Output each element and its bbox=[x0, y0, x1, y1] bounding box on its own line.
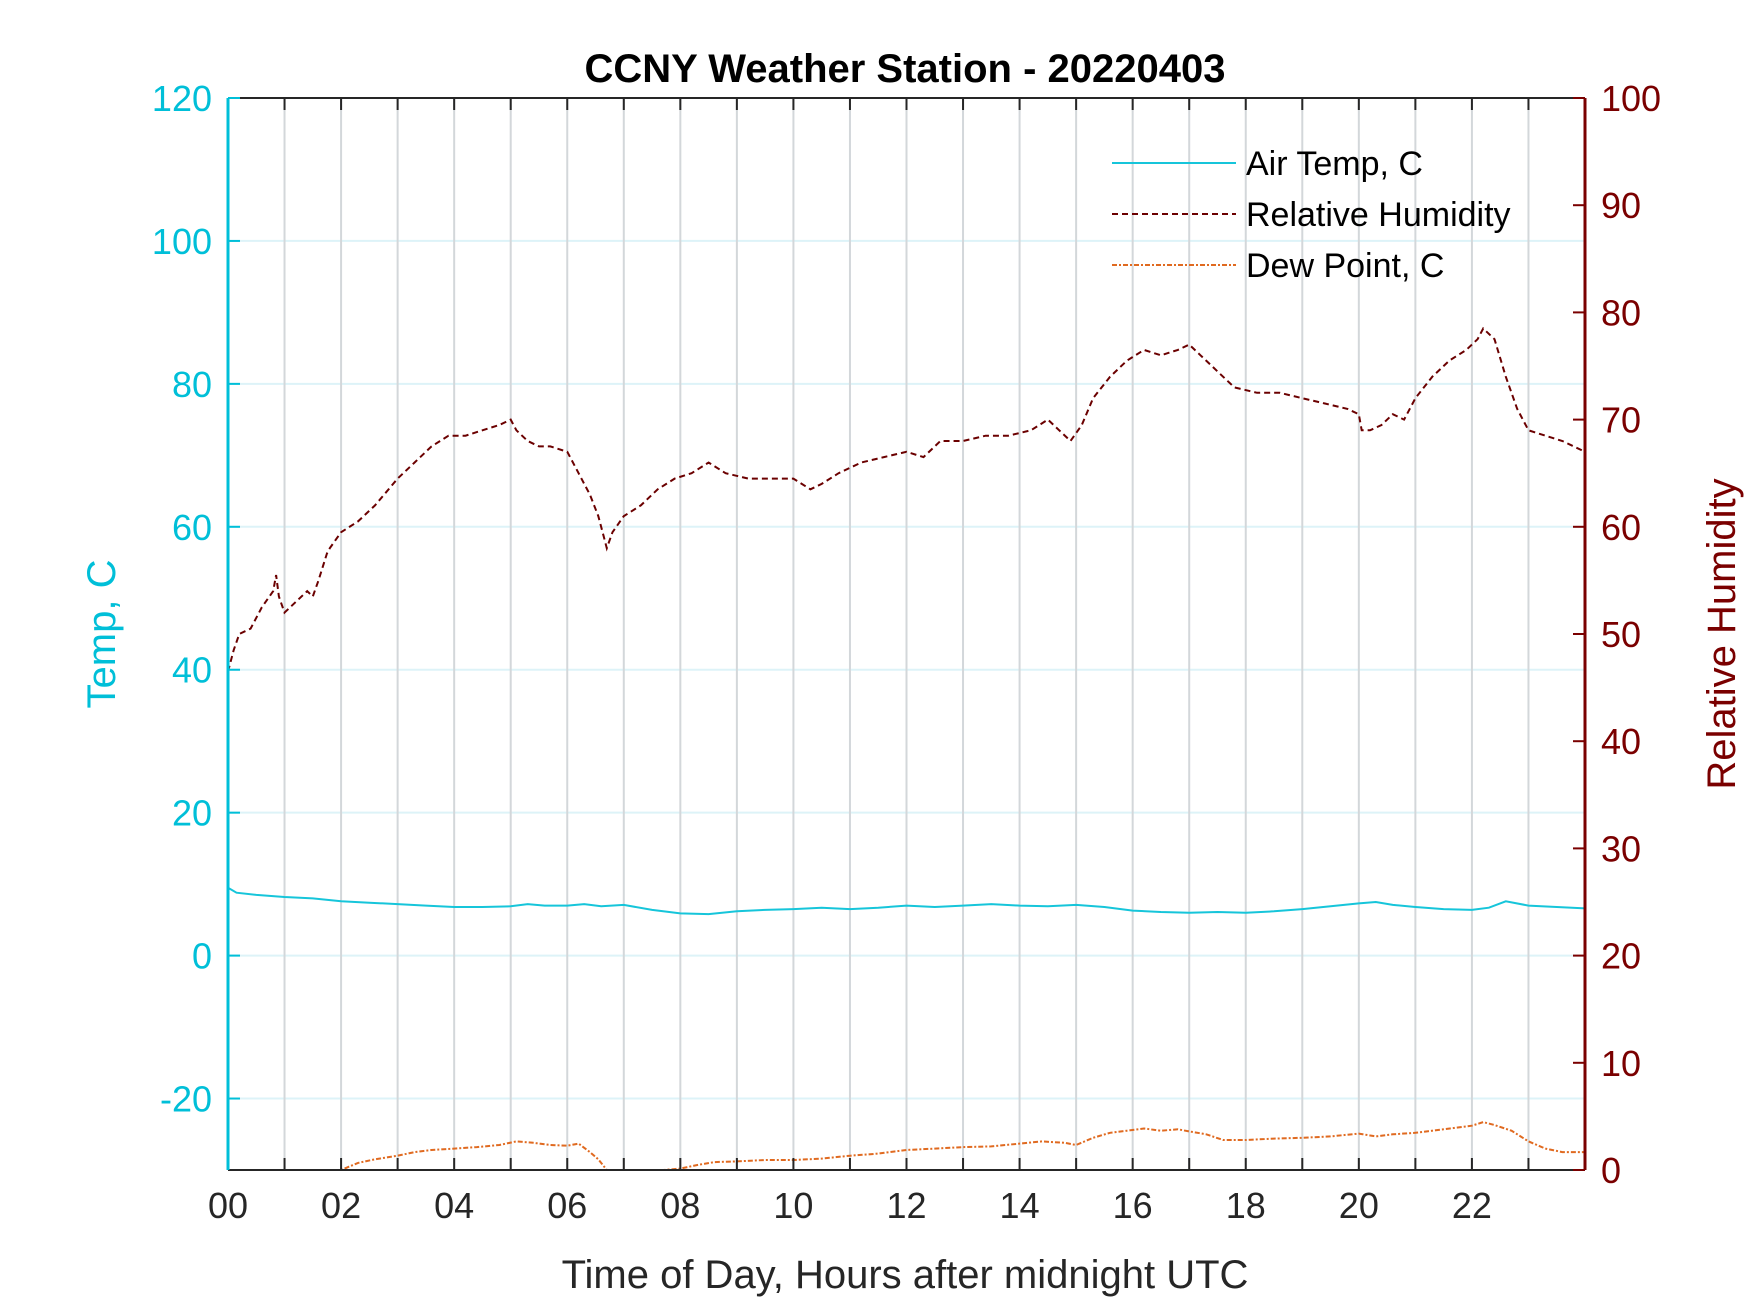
legend-label: Air Temp, C bbox=[1246, 145, 1423, 183]
series-line-dew-point-c bbox=[336, 1121, 1585, 1170]
x-tick-label: 18 bbox=[1226, 1185, 1266, 1226]
x-tick-label: 00 bbox=[208, 1185, 248, 1226]
y-right-tick-label: 70 bbox=[1601, 400, 1641, 441]
y-left-tick-label: 100 bbox=[152, 221, 212, 262]
y-left-tick-label: 0 bbox=[192, 936, 212, 977]
x-tick-label: 22 bbox=[1452, 1185, 1492, 1226]
y-right-tick-label: 0 bbox=[1601, 1150, 1621, 1191]
y-axis-right-label: Relative Humidity bbox=[1700, 478, 1744, 789]
x-tick-label: 12 bbox=[886, 1185, 926, 1226]
legend: Air Temp, C Relative Humidity Dew Point, C bbox=[1112, 145, 1511, 285]
y-right-tick-label: 10 bbox=[1601, 1043, 1641, 1084]
y-left-tick-label: -20 bbox=[160, 1079, 212, 1120]
y-right-tick-label: 30 bbox=[1601, 828, 1641, 869]
y-right-tick-label: 60 bbox=[1601, 507, 1641, 548]
x-tick-label: 10 bbox=[773, 1185, 813, 1226]
chart-title: CCNY Weather Station - 20220403 bbox=[585, 47, 1226, 91]
y-right-tick-label: 50 bbox=[1601, 614, 1641, 655]
axes: 00 02 04 06 08 10 12 14 16 18 20 22-200204060801001… bbox=[152, 78, 1661, 1226]
x-tick-label: 08 bbox=[660, 1185, 700, 1226]
x-tick-label: 02 bbox=[321, 1185, 361, 1226]
x-axis-label: Time of Day, Hours after midnight UTC bbox=[562, 1253, 1249, 1297]
legend-label: Relative Humidity bbox=[1246, 196, 1511, 234]
series-line-air-temp-c bbox=[228, 886, 1585, 916]
y-right-tick-label: 40 bbox=[1601, 721, 1641, 762]
y-left-tick-label: 60 bbox=[172, 507, 212, 548]
plot-series bbox=[228, 326, 1585, 1170]
x-tick-label: 04 bbox=[434, 1185, 474, 1226]
x-tick-label: 14 bbox=[1000, 1185, 1040, 1226]
x-tick-label: 20 bbox=[1339, 1185, 1379, 1226]
y-left-tick-label: 80 bbox=[172, 364, 212, 405]
y-right-tick-label: 100 bbox=[1601, 78, 1661, 119]
y-axis-left-label: Temp, C bbox=[80, 560, 124, 709]
legend-label: Dew Point, C bbox=[1246, 247, 1444, 285]
y-right-tick-label: 20 bbox=[1601, 936, 1641, 977]
series-line-relative-humidity bbox=[228, 326, 1585, 672]
y-left-tick-label: 20 bbox=[172, 793, 212, 834]
x-tick-label: 16 bbox=[1113, 1185, 1153, 1226]
x-tick-label: 06 bbox=[547, 1185, 587, 1226]
y-left-tick-label: 120 bbox=[152, 78, 212, 119]
y-right-tick-label: 80 bbox=[1601, 292, 1641, 333]
y-left-tick-label: 40 bbox=[172, 650, 212, 691]
grid-lines bbox=[228, 97, 1585, 1170]
y-right-tick-label: 90 bbox=[1601, 185, 1641, 226]
